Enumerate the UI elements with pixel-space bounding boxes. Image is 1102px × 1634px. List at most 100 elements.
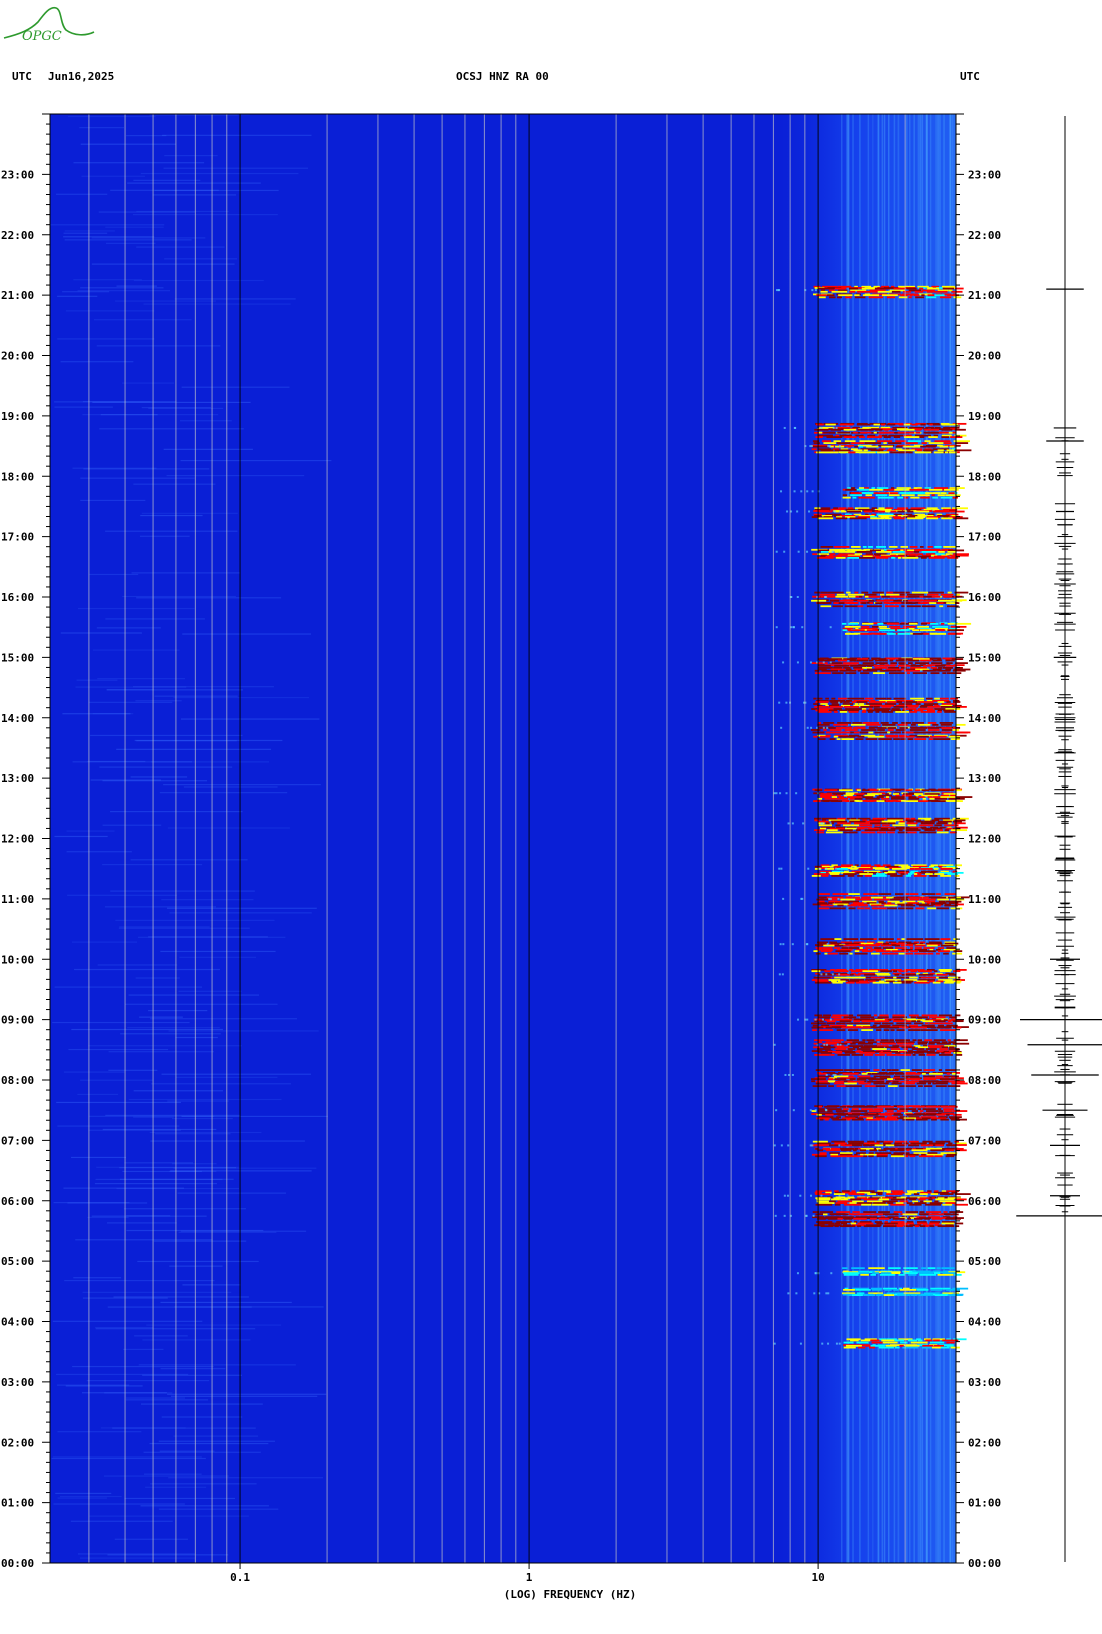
event-stripe [874, 510, 885, 513]
event-stripe [863, 1225, 881, 1228]
noise-streak [133, 279, 264, 282]
noise-streak [126, 134, 167, 137]
event-stripe [840, 1077, 856, 1080]
event-stripe [892, 428, 897, 431]
event-stripe [947, 1294, 963, 1297]
event-stripe [922, 669, 937, 672]
noise-streak [105, 1114, 241, 1117]
event-stripe [882, 1142, 892, 1145]
noise-streak [102, 1128, 217, 1131]
event-stripe [891, 556, 896, 559]
event-stripe [812, 1024, 818, 1027]
event-stripe [913, 1045, 921, 1047]
y-tick-label-right: 23:00 [968, 168, 1001, 181]
event-stripe [923, 664, 932, 667]
event-stripe [863, 893, 879, 895]
event-stripe [861, 287, 875, 290]
event-stripe [900, 667, 907, 669]
event-stripe [856, 800, 863, 803]
event-stripe [840, 979, 850, 981]
event-stripe [890, 1198, 908, 1201]
event-stripe [860, 1046, 871, 1049]
event-stripe [927, 952, 934, 955]
event-stripe [842, 1213, 849, 1216]
event-stripe [879, 734, 884, 737]
noise-streak [102, 864, 203, 866]
noise-streak [114, 1538, 188, 1540]
event-stripe [876, 487, 889, 489]
event-stripe [921, 902, 926, 904]
event-stripe [914, 948, 928, 951]
event-stripe [874, 1116, 885, 1119]
event-stripe [915, 296, 925, 299]
event-stripe [854, 591, 859, 594]
event-stripe [925, 873, 933, 875]
event-stripe [924, 793, 940, 795]
noise-streak [60, 632, 142, 634]
event-stripe [842, 900, 859, 903]
event-stripe [867, 546, 873, 548]
event-stripe [859, 731, 867, 734]
event-stripe [925, 1018, 930, 1021]
event-stripe [901, 973, 916, 976]
event-stripe [914, 793, 924, 795]
event-stripe [930, 1287, 943, 1290]
event-stripe [950, 1346, 960, 1349]
event-dot [778, 973, 781, 976]
event-stripe [820, 703, 828, 705]
event-stripe [869, 701, 886, 703]
event-stripe [946, 602, 956, 605]
event-stripe [857, 1014, 872, 1017]
event-stripe [814, 591, 821, 594]
noise-streak [141, 512, 238, 514]
event-stripe [906, 1197, 918, 1200]
event-stripe [813, 800, 821, 803]
event-stripe [940, 1193, 954, 1195]
event-stripe [955, 723, 966, 726]
event-stripe [889, 1344, 906, 1347]
event-stripe [821, 440, 831, 443]
event-stripe [920, 711, 936, 713]
event-stripe [915, 703, 921, 705]
noise-streak [106, 689, 154, 691]
event-stripe [906, 605, 921, 608]
event-stripe [953, 554, 969, 557]
event-stripe [886, 1110, 894, 1112]
event-stripe [866, 1050, 881, 1053]
event-stripe [876, 1029, 882, 1031]
band-streak [949, 114, 951, 1563]
event-stripe [940, 938, 951, 940]
event-stripe [852, 902, 864, 904]
noise-streak [75, 1239, 213, 1241]
event-stripe [834, 970, 849, 973]
event-stripe [834, 1048, 847, 1050]
event-stripe [850, 1198, 862, 1201]
event-stripe [860, 672, 870, 675]
noise-streak [140, 172, 299, 175]
event-stripe [861, 285, 872, 288]
event-stripe [839, 1216, 854, 1219]
event-stripe [862, 1072, 866, 1074]
event-stripe [864, 595, 869, 598]
event-stripe [918, 1294, 934, 1297]
event-stripe [860, 1153, 864, 1156]
event-stripe [876, 1020, 890, 1023]
noise-streak [126, 1215, 171, 1217]
event-stripe [868, 1292, 884, 1295]
event-dot [800, 490, 803, 493]
event-stripe [874, 824, 881, 827]
event-stripe [881, 705, 892, 708]
event-stripe [947, 294, 959, 297]
event-stripe [928, 1213, 945, 1216]
event-stripe [844, 729, 858, 731]
event-stripe [864, 487, 869, 489]
event-stripe [814, 669, 820, 672]
event-stripe [916, 1016, 928, 1019]
event-dot [787, 1144, 790, 1147]
event-stripe [904, 1105, 909, 1108]
noise-streak [73, 1277, 122, 1279]
event-stripe [835, 1051, 843, 1054]
event-stripe [914, 444, 923, 447]
event-stripe [893, 591, 910, 594]
event-stripe [893, 738, 900, 741]
